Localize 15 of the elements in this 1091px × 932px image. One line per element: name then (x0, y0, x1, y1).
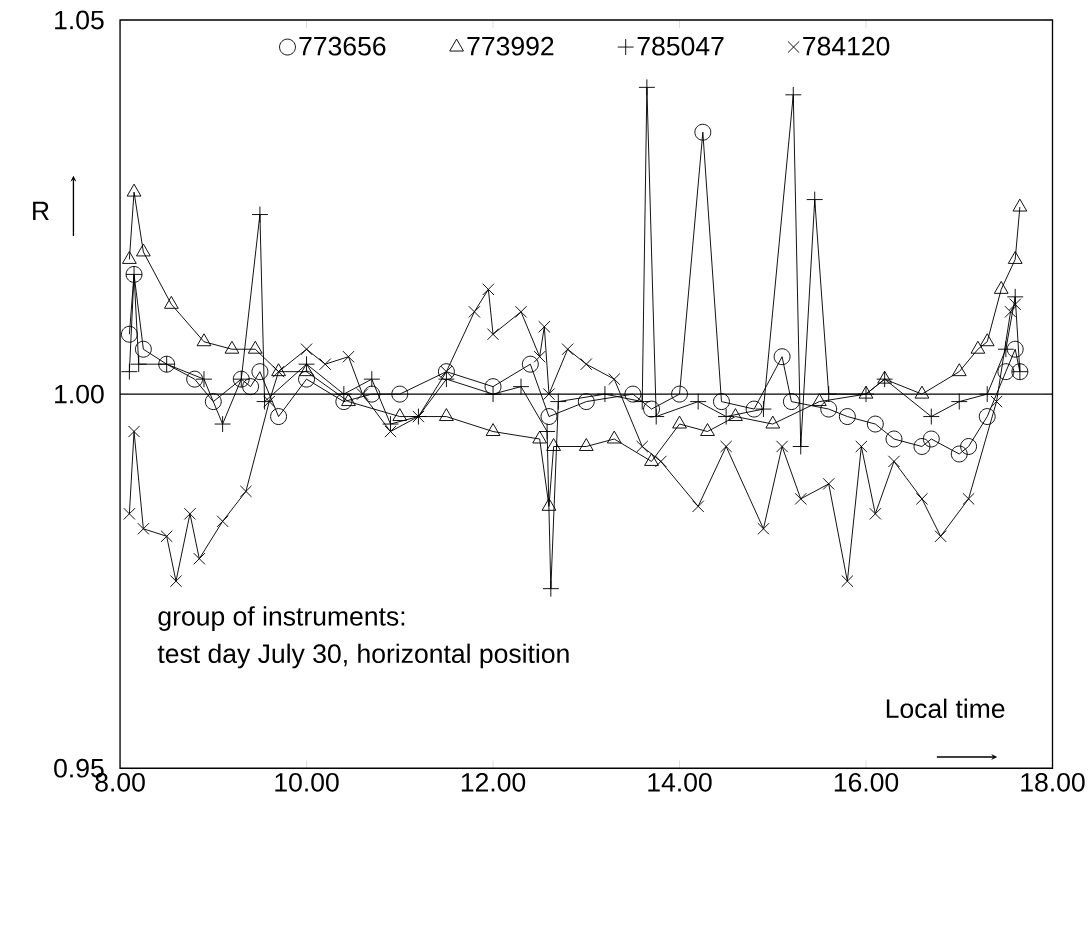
y-tick-label: 1.00 (55, 384, 104, 404)
legend-label: 784120 (803, 36, 890, 56)
annotation: test day July 30, horizontal position (157, 643, 569, 669)
y-tick-label: 1.05 (55, 10, 104, 30)
x-tick-label: 12.00 (461, 772, 526, 792)
x-tick-label: 14.00 (648, 772, 712, 792)
x-axis-title: Local time (886, 698, 1005, 718)
legend-label: 773656 (299, 36, 386, 56)
x-tick-label: 10.00 (275, 772, 339, 792)
annotation: group of instruments: (158, 606, 405, 631)
y-axis-title: R (33, 201, 49, 220)
legend-label: 773992 (467, 36, 554, 56)
x-tick-label: 18.00 (1021, 772, 1085, 792)
legend-label: 785047 (637, 36, 724, 56)
x-tick-label: 16.00 (834, 772, 899, 792)
